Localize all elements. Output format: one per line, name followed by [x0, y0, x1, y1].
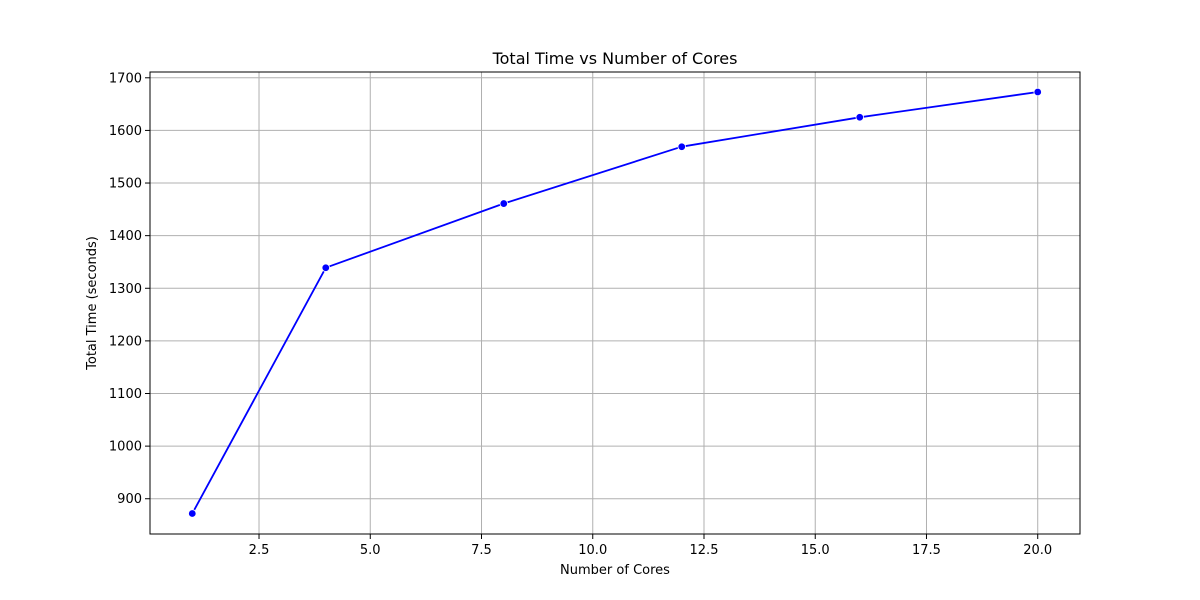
y-tick-label: 1600	[109, 124, 142, 139]
x-tick-label: 20.0	[1023, 543, 1052, 558]
x-tick-label: 2.5	[249, 543, 270, 558]
data-point	[188, 509, 197, 518]
y-tick-label: 1000	[109, 440, 142, 455]
data-point	[1033, 87, 1042, 97]
x-tick-label: 12.5	[690, 543, 719, 558]
x-axis-label: Number of Cores	[560, 563, 670, 578]
data-point	[677, 142, 686, 151]
data-point	[855, 113, 864, 122]
y-tick-label: 1300	[109, 282, 142, 297]
y-axis-label: Total Time (seconds)	[85, 236, 100, 371]
chart-title: Total Time vs Number of Cores	[492, 49, 738, 68]
data-point	[499, 199, 508, 208]
y-axis: 900 1000 1100 1200 1300 1400 1500 1600 1700	[109, 71, 150, 507]
x-tick-label: 15.0	[801, 543, 830, 558]
y-tick-label: 1400	[109, 229, 142, 244]
y-tick-label: 1100	[109, 387, 142, 402]
x-tick-label: 7.5	[471, 543, 492, 558]
series-line-group	[188, 87, 1042, 518]
x-axis: 2.5 5.0 7.5 10.0 12.5 15.0 17.5 20.0	[249, 534, 1052, 558]
series-line	[191, 91, 1038, 514]
y-tick-label: 1700	[109, 71, 142, 86]
y-tick-label: 900	[117, 492, 142, 507]
x-tick-label: 17.5	[912, 543, 941, 558]
x-tick-label: 5.0	[360, 543, 381, 558]
y-tick-label: 1200	[109, 334, 142, 349]
grid	[150, 72, 1080, 534]
data-point	[321, 263, 330, 272]
x-tick-label: 10.0	[578, 543, 607, 558]
plot-frame	[149, 71, 1081, 535]
y-tick-label: 1500	[109, 177, 142, 192]
